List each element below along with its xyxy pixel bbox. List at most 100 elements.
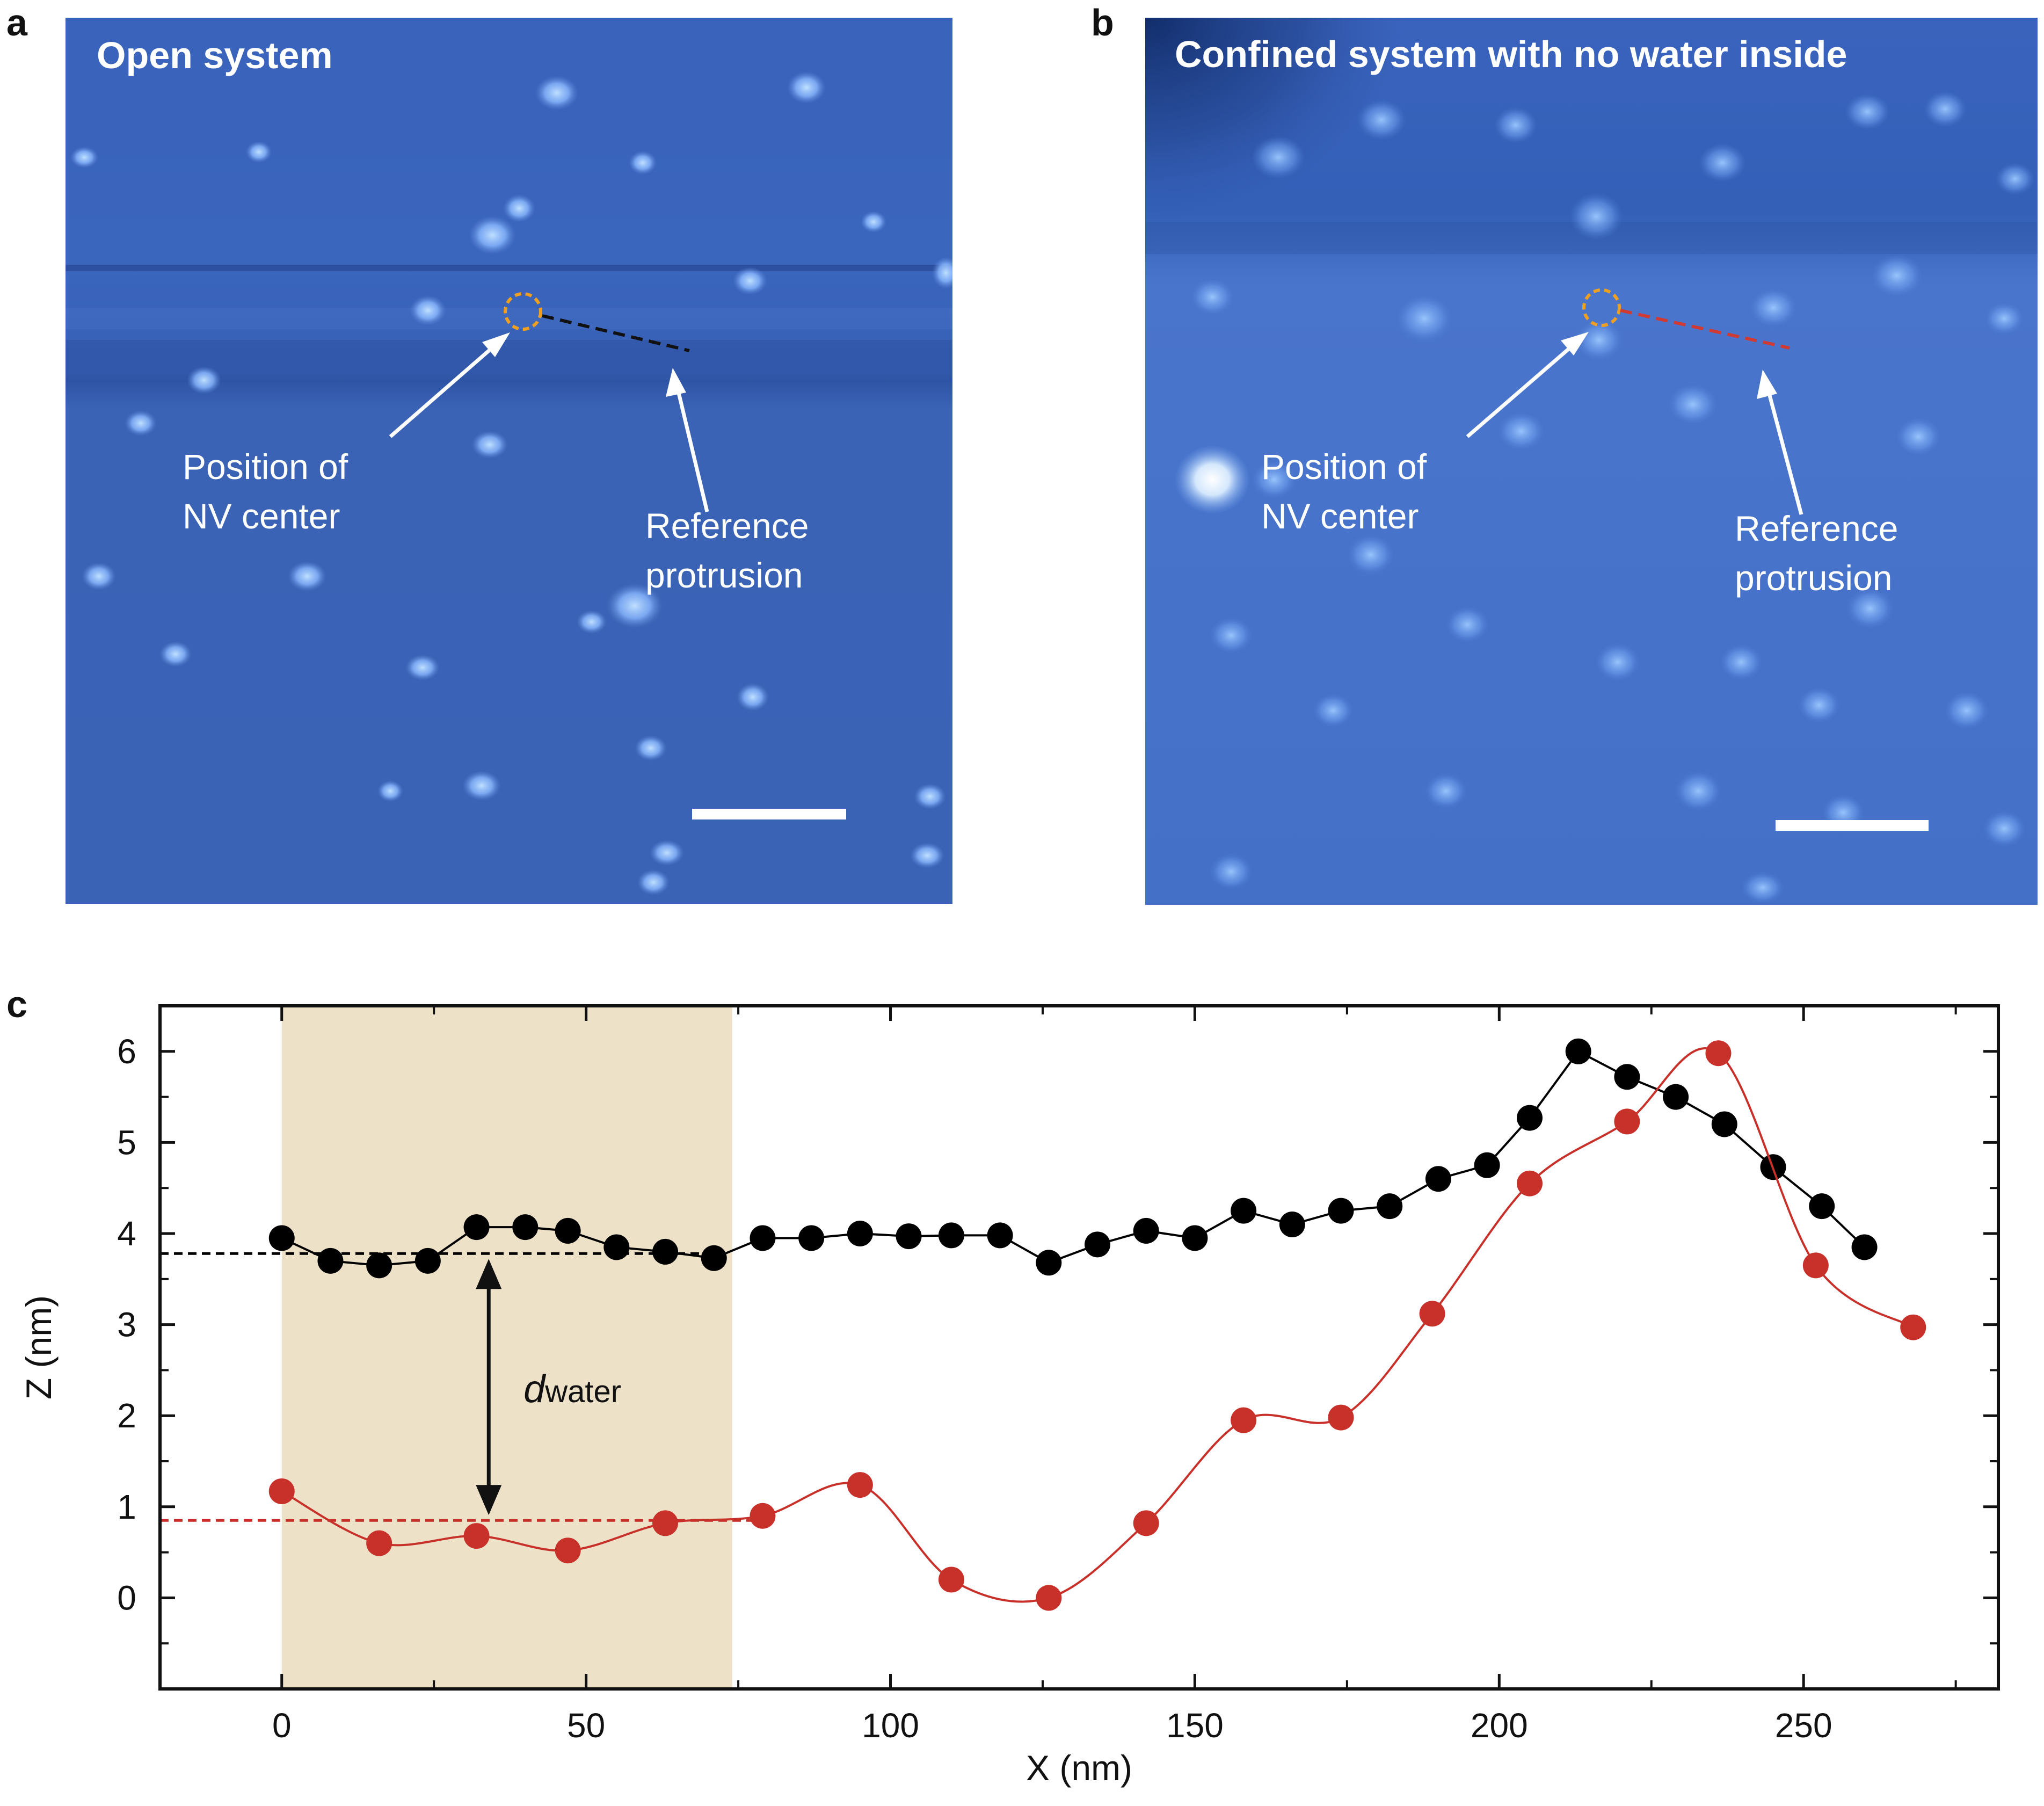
shaded-region <box>281 1006 732 1689</box>
data-point-black <box>1036 1250 1062 1276</box>
ref-label-b-line2: protrusion <box>1735 558 1893 598</box>
y-tick-label: 0 <box>117 1578 136 1617</box>
data-point-black <box>938 1222 964 1249</box>
panel-letter-c: c <box>6 983 27 1025</box>
data-point-black <box>317 1247 344 1274</box>
data-point-black <box>896 1223 922 1250</box>
data-point-black <box>1711 1111 1737 1137</box>
scale-bar-a <box>692 809 846 819</box>
y-tick-label: 4 <box>117 1214 136 1253</box>
ref-label-b: Reference protrusion <box>1735 504 1898 603</box>
data-point-black <box>1809 1193 1835 1220</box>
arrow-ref-b <box>1757 369 1803 515</box>
data-point-black <box>987 1222 1013 1249</box>
data-point-black <box>798 1225 825 1251</box>
data-point-red <box>938 1566 964 1593</box>
data-point-red <box>1900 1314 1926 1340</box>
data-point-black <box>414 1247 441 1274</box>
data-point-red <box>1036 1585 1062 1611</box>
y-tick-label: 5 <box>117 1123 136 1162</box>
data-point-red <box>1231 1407 1257 1433</box>
data-point-black <box>1085 1231 1111 1258</box>
data-point-red <box>1328 1404 1354 1431</box>
data-point-black <box>652 1238 679 1265</box>
data-point-black <box>1565 1038 1591 1064</box>
afm-surface-b <box>1145 18 2038 905</box>
ref-label-a-line1: Reference <box>645 506 809 546</box>
ref-label-a: Reference protrusion <box>645 501 809 600</box>
series-red <box>268 1040 1926 1611</box>
afm-title-b: Confined system with no water inside <box>1175 33 1847 75</box>
line-profile-a <box>542 314 690 352</box>
data-point-black <box>463 1214 490 1241</box>
data-point-red <box>1802 1252 1829 1279</box>
series-line-black <box>281 1050 1865 1267</box>
data-point-black <box>1377 1193 1403 1220</box>
nv-label-b-line2: NV center <box>1261 496 1419 536</box>
x-tick-label: 100 <box>862 1706 919 1745</box>
data-point-black <box>701 1245 727 1271</box>
x-tick-label: 250 <box>1775 1706 1832 1745</box>
nv-label-a-line2: NV center <box>183 496 340 536</box>
data-point-red <box>1705 1040 1732 1067</box>
d-water-d: d <box>523 1368 546 1411</box>
data-point-red <box>366 1530 392 1556</box>
nv-center-marker-b <box>1582 288 1621 327</box>
data-point-black <box>1279 1212 1305 1238</box>
data-point-red <box>847 1472 873 1498</box>
data-point-black <box>1425 1166 1451 1192</box>
d-water-annotation: dwater <box>476 1259 621 1515</box>
data-point-red <box>1516 1170 1543 1196</box>
data-point-black <box>603 1234 630 1260</box>
nv-label-a: Position of NV center <box>183 442 348 541</box>
arrow-ref-a <box>666 368 709 512</box>
data-point-black <box>847 1221 873 1246</box>
data-point-red <box>1419 1301 1445 1327</box>
data-point-red <box>1614 1108 1640 1135</box>
x-tick-label: 200 <box>1471 1706 1528 1745</box>
data-point-red <box>652 1510 679 1536</box>
data-point-red <box>750 1503 776 1529</box>
data-point-black <box>1516 1105 1543 1131</box>
data-point-red <box>268 1478 295 1504</box>
y-axis-label: Z (nm) <box>19 1295 59 1399</box>
data-point-red <box>1133 1510 1159 1536</box>
height-profile-chart: dwater 0 50 100 150 200 250 0 1 2 3 4 5 6 X (nm) Z (… <box>19 1004 2000 1788</box>
x-tick-label: 0 <box>272 1706 292 1745</box>
data-point-black <box>366 1252 392 1279</box>
data-point-black <box>1663 1084 1689 1110</box>
y-tick-label: 2 <box>117 1396 136 1435</box>
x-tick-label: 150 <box>1166 1706 1224 1745</box>
d-water-sub: water <box>544 1374 621 1409</box>
nv-label-b-line1: Position of <box>1261 447 1427 487</box>
data-point-black <box>1231 1198 1257 1224</box>
series-black <box>268 1038 1878 1279</box>
afm-surface-a <box>66 18 952 904</box>
arrow-nv-b <box>1466 332 1589 438</box>
y-tick-label: 3 <box>117 1305 136 1344</box>
svg-text:dwater: dwater <box>523 1368 621 1411</box>
y-tick-label: 6 <box>117 1032 136 1071</box>
afm-title-a: Open system <box>97 34 333 76</box>
plot-frame <box>158 1004 2000 1691</box>
nv-label-a-line1: Position of <box>183 447 348 487</box>
y-tick-label: 1 <box>117 1488 136 1526</box>
nv-label-b: Position of NV center <box>1261 442 1427 541</box>
afm-particles-b <box>1175 91 2034 904</box>
ref-label-b-line1: Reference <box>1735 509 1898 548</box>
data-point-black <box>512 1214 539 1241</box>
x-tick-label: 50 <box>567 1706 605 1745</box>
data-point-black <box>1133 1217 1159 1244</box>
ref-label-a-line2: protrusion <box>645 555 803 595</box>
data-point-black <box>555 1217 581 1244</box>
arrow-nv-a <box>389 332 510 438</box>
data-point-red <box>555 1537 581 1564</box>
data-point-black <box>1851 1234 1878 1260</box>
data-point-black <box>750 1225 776 1251</box>
afm-image-b: Confined system with no water inside Pos… <box>1145 18 2038 905</box>
nv-center-marker-a <box>504 292 542 331</box>
afm-image-a: Open system Position of NV center Refere… <box>66 18 952 904</box>
data-point-black <box>1182 1225 1208 1251</box>
data-point-black <box>268 1225 295 1251</box>
data-point-black <box>1328 1198 1354 1224</box>
